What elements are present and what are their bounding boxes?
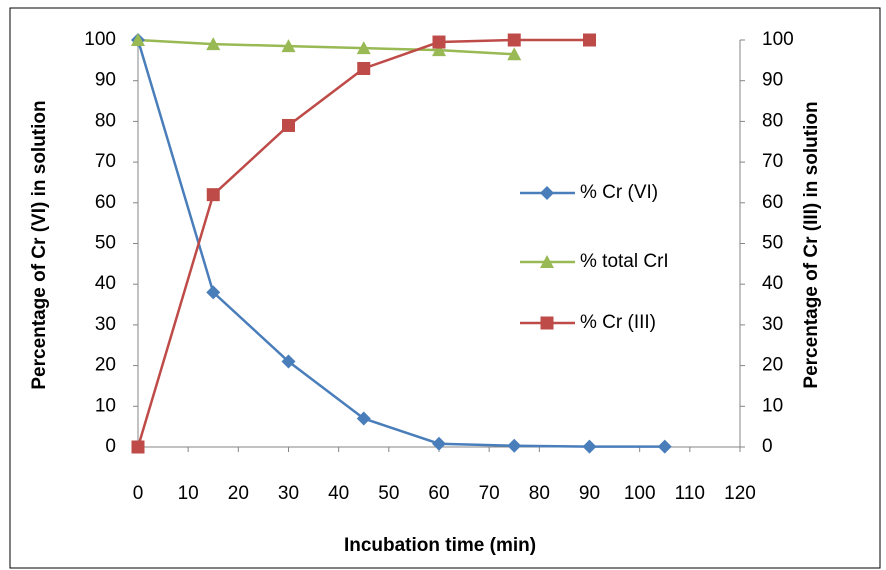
marker [281,354,296,369]
x-axis-title: Incubation time (min) [344,535,536,556]
marker [432,436,446,451]
y-tick-label: 40 [95,273,116,294]
y2-tick-label: 10 [762,395,783,416]
x-tick-label: 40 [328,483,349,504]
marker [507,47,522,61]
marker [507,33,521,47]
x-tick-label: 80 [529,483,550,504]
x-tick-label: 20 [228,483,249,504]
marker [507,438,522,453]
y2-tick-label: 70 [762,151,783,172]
y2-tick-label: 100 [762,29,794,50]
y-axis-title: Percentage of Cr (VI) in solution [29,100,50,389]
y2-tick-label: 60 [762,192,783,213]
y-tick-label: 80 [95,110,116,131]
marker [432,43,446,57]
x-tick-label: 30 [278,483,299,504]
y-tick-label: 60 [95,192,116,213]
marker [657,439,672,454]
marker [432,35,446,49]
y2-tick-label: 20 [762,355,783,376]
legend-label: % Cr (III) [580,312,656,333]
x-tick-label: 50 [378,483,399,504]
marker [206,37,221,51]
marker [131,440,145,454]
marker [540,255,554,268]
marker [357,61,371,75]
marker [206,285,221,300]
y-tick-label: 70 [95,151,116,172]
legend-label: % total CrI [580,251,669,272]
marker [583,33,596,47]
marker [131,33,145,46]
marker [540,186,554,200]
x-tick-label: 60 [428,483,449,504]
x-tick-label: 120 [724,483,756,504]
y2-tick-label: 50 [762,233,783,254]
y-tick-label: 90 [95,70,116,91]
marker [206,188,220,202]
marker [356,41,371,55]
x-tick-label: 0 [133,483,144,504]
y-tick-label: 30 [95,314,116,335]
y-tick-label: 100 [84,29,116,50]
y2-tick-label: 30 [762,314,783,335]
y-tick-label: 20 [95,355,116,376]
y-tick-label: 50 [95,233,116,254]
marker [281,39,296,53]
marker [282,118,295,132]
series-line [136,39,665,448]
y2-tick-label: 0 [762,436,773,457]
x-tick-label: 90 [579,483,600,504]
y2-tick-label: 90 [762,70,783,91]
marker [356,411,371,426]
y-tick-label: 0 [105,436,116,457]
x-tick-label: 110 [675,483,705,504]
y2-tick-label: 80 [762,110,783,131]
marker [540,316,554,330]
series-line [137,38,515,56]
marker [582,439,597,454]
y2-axis-title: Percentage of Cr (III) in solution [801,101,822,388]
legend-label: % Cr (VI) [580,182,658,203]
x-tick-label: 10 [178,483,199,504]
x-tick-label: 70 [479,483,500,504]
y-tick-label: 10 [95,395,116,416]
y2-tick-label: 40 [762,273,783,294]
x-tick-label: 100 [624,483,656,504]
